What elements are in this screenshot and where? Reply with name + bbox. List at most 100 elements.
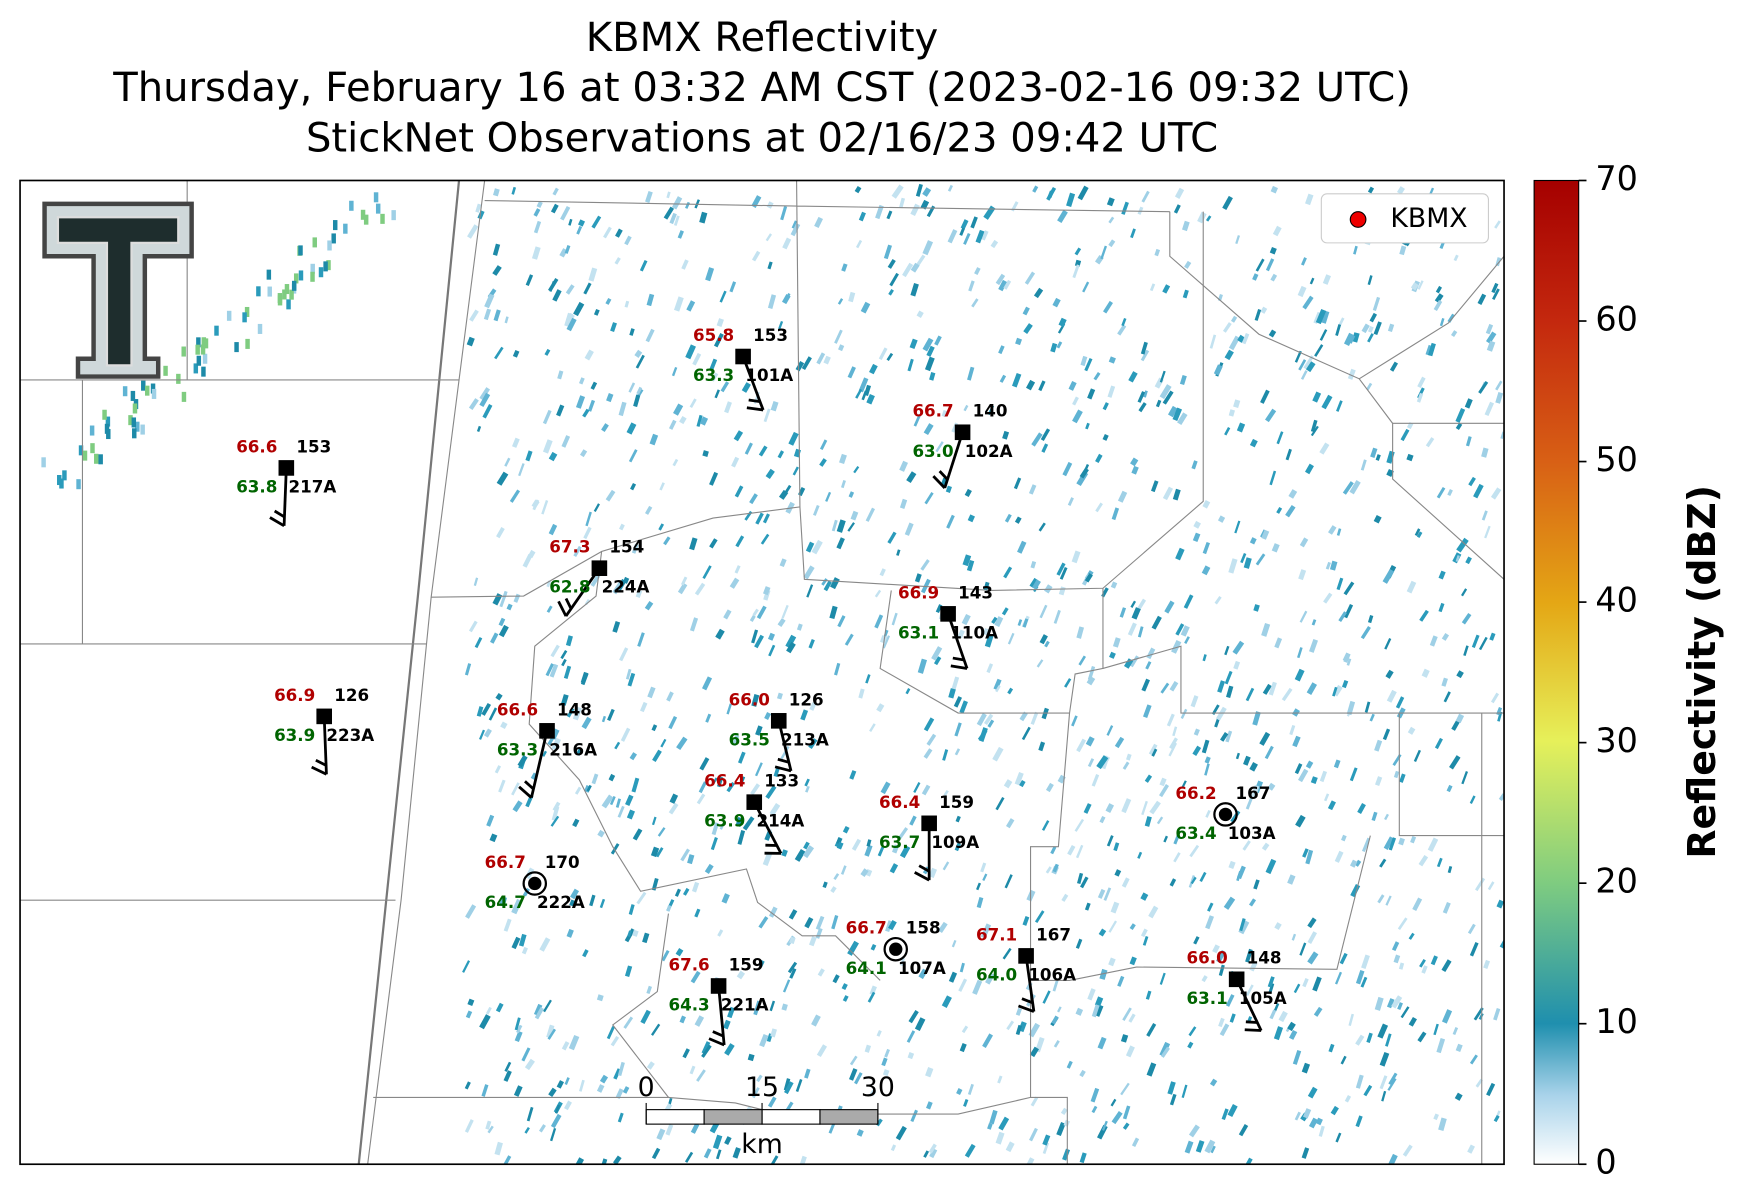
- echo: [360, 209, 366, 220]
- echo: [1173, 833, 1180, 845]
- echo: [610, 1035, 620, 1047]
- echo: [1276, 431, 1284, 445]
- echo: [1350, 859, 1358, 868]
- echo: [1216, 949, 1226, 963]
- echo: [1299, 610, 1308, 623]
- echo: [62, 470, 67, 481]
- pressure: 159: [939, 792, 974, 812]
- echo: [765, 785, 777, 800]
- echo: [701, 1041, 711, 1055]
- echo: [526, 1106, 534, 1122]
- echo: [565, 635, 573, 647]
- echo: [1127, 622, 1137, 636]
- wind-barb-tick: [1245, 1020, 1258, 1024]
- echo: [1361, 837, 1371, 853]
- echo: [1493, 1007, 1501, 1021]
- echo: [625, 794, 634, 806]
- echo: [924, 491, 934, 505]
- echo: [875, 204, 884, 220]
- echo: [1276, 506, 1283, 514]
- echo: [543, 999, 552, 1013]
- echo: [998, 279, 1008, 292]
- echo: [1455, 422, 1463, 430]
- echo: [1223, 896, 1236, 910]
- echo: [926, 733, 937, 746]
- echo: [870, 943, 877, 951]
- echo: [493, 309, 501, 322]
- echo: [511, 936, 521, 950]
- echo: [632, 828, 643, 841]
- echo: [646, 1061, 655, 1070]
- echo: [1484, 401, 1495, 417]
- echo: [830, 886, 837, 893]
- echo: [1287, 1021, 1296, 1032]
- echo: [1108, 216, 1115, 224]
- echo: [888, 288, 894, 296]
- echo: [1103, 887, 1112, 901]
- echo: [690, 970, 701, 984]
- echo: [684, 1151, 694, 1163]
- echo: [494, 1141, 503, 1156]
- echo: [1285, 448, 1292, 461]
- station-marker: [954, 424, 971, 441]
- echo: [640, 701, 648, 713]
- echo: [922, 187, 932, 197]
- scale-tick-label: 30: [861, 1072, 895, 1103]
- echo: [617, 805, 625, 818]
- echo: [1169, 1093, 1177, 1106]
- echo: [1079, 1152, 1087, 1164]
- echo: [709, 471, 719, 486]
- echo: [984, 634, 994, 648]
- echo: [773, 767, 780, 778]
- echo: [888, 919, 897, 931]
- echo: [997, 1075, 1003, 1084]
- echo: [474, 637, 483, 649]
- echo: [1384, 813, 1389, 821]
- echo: [464, 1119, 474, 1133]
- echo: [1181, 780, 1187, 789]
- echo: [1313, 1006, 1323, 1017]
- echo: [866, 839, 872, 847]
- echo: [548, 523, 558, 536]
- echo: [1220, 732, 1229, 742]
- echo: [1414, 528, 1421, 537]
- echo: [1159, 972, 1166, 985]
- echo: [1456, 537, 1469, 553]
- echo: [591, 215, 602, 229]
- echo: [1335, 324, 1342, 336]
- echo: [1367, 333, 1374, 343]
- echo: [599, 1074, 609, 1084]
- echo: [1067, 497, 1074, 506]
- echo: [741, 382, 751, 393]
- echo: [1388, 1072, 1398, 1086]
- echo: [661, 949, 670, 962]
- echo: [1108, 239, 1116, 248]
- echo: [781, 849, 788, 857]
- echo: [711, 822, 719, 836]
- echo: [1237, 334, 1245, 343]
- echo: [1303, 355, 1314, 370]
- echo: [823, 355, 831, 365]
- echo: [489, 833, 498, 843]
- echo: [1167, 1081, 1176, 1095]
- echo: [849, 770, 857, 780]
- echo: [831, 519, 838, 532]
- echo: [752, 1087, 760, 1099]
- echo: [1205, 215, 1212, 222]
- echo: [1063, 1119, 1070, 1127]
- echo: [467, 998, 475, 1006]
- echo: [1110, 581, 1118, 589]
- echo: [1377, 1023, 1389, 1039]
- echo: [844, 633, 854, 646]
- echo: [816, 352, 826, 365]
- echo: [815, 915, 825, 931]
- echo: [1162, 390, 1174, 405]
- echo: [805, 785, 810, 793]
- echo: [1159, 384, 1172, 400]
- echo: [881, 1057, 888, 1067]
- scale-segment: [761, 1109, 821, 1125]
- echo: [1193, 936, 1200, 945]
- wind-barb-tick: [746, 406, 764, 412]
- echo: [637, 388, 644, 397]
- echo: [1338, 611, 1347, 622]
